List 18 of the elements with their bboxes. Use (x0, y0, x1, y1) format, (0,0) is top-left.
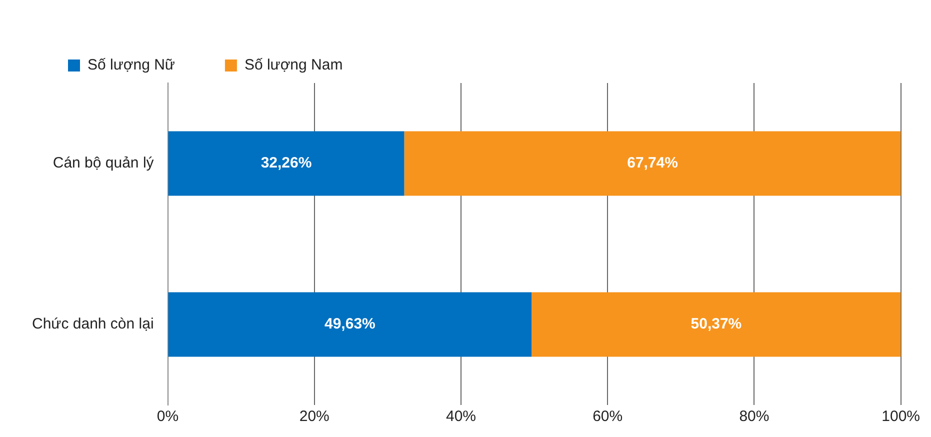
bar (532, 292, 901, 357)
bar (404, 131, 901, 196)
bar (168, 131, 404, 196)
x-tick-label: 40% (446, 408, 476, 426)
x-tick-label: 100% (882, 408, 920, 426)
y-tick-label: Cán bộ quản lý (52, 154, 154, 172)
data-label: 49,63% (324, 316, 376, 333)
x-tick-label: 80% (739, 408, 770, 426)
bar (168, 292, 532, 357)
legend-label: Số lượng Nam (244, 56, 343, 74)
x-tick-label: 20% (299, 408, 330, 426)
data-label: 50,37% (690, 316, 742, 333)
data-label: 32,26% (260, 154, 312, 172)
x-tick-label: 60% (592, 408, 623, 426)
legend-label: Số lượng Nữ (88, 56, 175, 74)
data-label: 67,74% (627, 154, 678, 172)
y-tick-label: Chức danh còn lại (32, 316, 154, 333)
x-tick-label: 0% (156, 408, 179, 426)
